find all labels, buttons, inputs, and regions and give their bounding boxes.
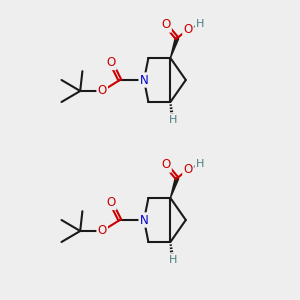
- Text: O: O: [183, 23, 193, 36]
- Text: H: H: [196, 19, 204, 29]
- Text: H: H: [168, 255, 177, 265]
- Text: O: O: [183, 163, 193, 176]
- Text: O: O: [98, 224, 107, 238]
- Polygon shape: [170, 38, 179, 58]
- Text: N: N: [140, 214, 148, 226]
- Text: H: H: [168, 115, 177, 125]
- Text: O: O: [106, 56, 116, 69]
- Text: H: H: [196, 159, 204, 169]
- Text: O: O: [161, 158, 171, 172]
- Text: O: O: [161, 19, 171, 32]
- Text: O: O: [106, 196, 116, 209]
- Text: N: N: [140, 74, 148, 86]
- Text: O: O: [98, 85, 107, 98]
- Polygon shape: [170, 178, 179, 198]
